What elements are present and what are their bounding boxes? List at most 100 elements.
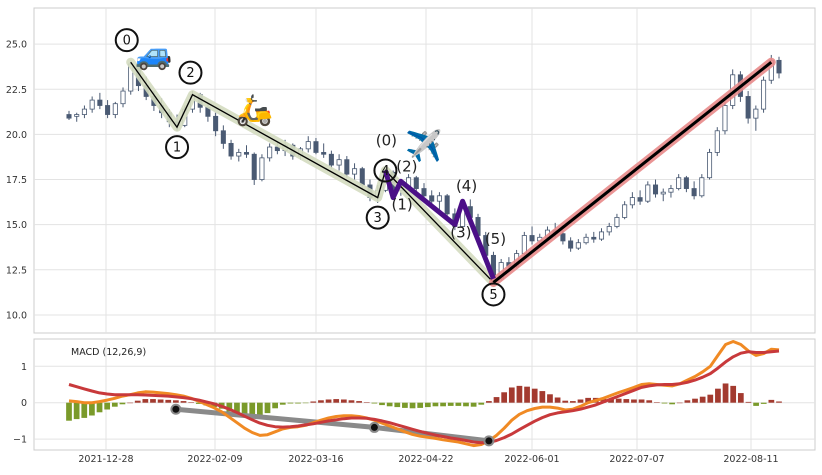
macd-title: MACD (12,26,9) xyxy=(71,347,146,358)
macd-pivot-marker xyxy=(485,437,493,445)
candle-body xyxy=(359,168,365,186)
macd-hist-bar xyxy=(508,387,515,403)
macd-hist-bar xyxy=(715,388,721,403)
sub-wave-label: (5) xyxy=(485,230,506,248)
macd-hist-bar xyxy=(570,401,576,403)
sub-wave-line xyxy=(382,169,496,280)
macd-hist-bar xyxy=(81,402,88,418)
sub-wave-label: (0) xyxy=(376,132,397,150)
macd-hist-bar xyxy=(440,402,446,407)
macd-hist-bar xyxy=(402,402,408,408)
candle-body xyxy=(81,108,87,115)
macd-hist-bar xyxy=(631,399,637,403)
wave-label-1: 1 xyxy=(165,135,190,160)
wave-label-text: 0 xyxy=(123,34,131,49)
macd-hist-bar xyxy=(348,400,355,403)
candle-body xyxy=(313,141,319,153)
candle-body xyxy=(213,115,219,132)
candle-body xyxy=(676,177,682,189)
car-icon: 🚙 xyxy=(135,37,172,72)
macd-hist-bar xyxy=(340,399,347,403)
macd-hist-bar xyxy=(730,385,737,403)
macd-hist-bar xyxy=(699,396,706,403)
candle-body xyxy=(660,191,666,195)
macd-hist-bar xyxy=(470,402,477,407)
macd-hist-bar xyxy=(669,402,675,405)
candle-body xyxy=(691,188,697,197)
candle-body xyxy=(105,105,111,115)
wave-label-4: 4 xyxy=(373,158,398,183)
candle-body xyxy=(66,114,72,119)
candle-body xyxy=(652,184,659,195)
price-panel: 2021-12-28 2022-02-09 2022-03-16 2022-04-22… xyxy=(6,7,816,465)
x-tick-label: 2022-04-22 xyxy=(398,454,453,465)
candle-body xyxy=(305,141,311,150)
macd-hist-bar xyxy=(241,402,248,416)
wave-label-text: 5 xyxy=(489,288,497,303)
macd-hist-bar xyxy=(142,399,149,403)
macd-hist-bar xyxy=(302,402,309,404)
macd-hist-bar xyxy=(119,402,126,405)
macd-hist-bar xyxy=(279,402,286,405)
macd-hist-bar xyxy=(554,397,561,403)
candle-body xyxy=(722,105,728,132)
macd-hist-bar xyxy=(127,402,133,404)
wave-label-text: 3 xyxy=(374,211,382,226)
candle-body xyxy=(707,152,713,179)
candle-body xyxy=(112,103,118,115)
signal-line xyxy=(68,349,780,445)
candle-body xyxy=(521,235,527,254)
macd-hist-bar xyxy=(150,399,156,403)
candle-body xyxy=(421,188,427,197)
candle-body xyxy=(753,108,759,119)
candle-body xyxy=(328,153,334,166)
macd-hist-bar xyxy=(287,402,294,404)
macd-hist-bar xyxy=(89,402,95,416)
x-tick-label: 2021-12-28 xyxy=(78,454,133,465)
price-y-tick-label: 25.0 xyxy=(6,40,27,51)
macd-hist-bar xyxy=(226,402,233,412)
candle-body xyxy=(606,226,612,233)
wave-label-circle xyxy=(114,28,139,53)
macd-hist-bar xyxy=(165,399,172,403)
macd-hist-bar xyxy=(188,402,195,403)
macd-hist-bar xyxy=(737,393,744,403)
macd-hist-bar xyxy=(249,402,256,417)
candle-body xyxy=(74,114,80,117)
macd-hist-bar xyxy=(661,402,668,404)
macd-panel: 1 0 −1 MACD (12,26,9) xyxy=(13,338,816,451)
price-panel-frame xyxy=(33,7,816,334)
macd-hist-bar xyxy=(615,398,622,403)
trend-line xyxy=(492,60,773,284)
candle-body xyxy=(251,153,257,180)
wave-label-circle xyxy=(481,282,506,307)
scooter-icon: 🛵 xyxy=(236,93,273,128)
macd-hist-bar xyxy=(104,402,111,410)
candle-body xyxy=(529,235,535,242)
macd-hist-bar xyxy=(394,402,401,408)
sub-wave-label: (4) xyxy=(456,177,477,195)
candle-body xyxy=(444,195,450,215)
candle-body xyxy=(228,143,234,157)
candle-body xyxy=(683,177,689,189)
airplane-icon: ✈️ xyxy=(405,127,442,164)
macd-hist-bar xyxy=(707,394,714,403)
impulse-wave-line xyxy=(130,61,494,283)
macd-hist-bar xyxy=(173,400,179,403)
candle-body xyxy=(259,157,265,180)
wave-label-5: 5 xyxy=(481,282,506,307)
macd-y-tick-label: −1 xyxy=(13,435,27,446)
macd-hist-bar xyxy=(417,402,424,408)
candle-body xyxy=(321,152,327,155)
macd-hist-bar xyxy=(623,399,630,403)
macd-hist-bar xyxy=(157,399,164,403)
x-tick-label: 2022-07-07 xyxy=(609,454,664,465)
macd-hist-bar xyxy=(768,399,775,403)
x-tick-label: 2022-02-09 xyxy=(187,454,242,465)
macd-hist-bar xyxy=(638,399,645,403)
macd-hist-bar xyxy=(516,385,523,403)
candle-body xyxy=(220,130,226,144)
candle-body xyxy=(583,236,589,244)
wave-label-text: 4 xyxy=(381,164,389,179)
